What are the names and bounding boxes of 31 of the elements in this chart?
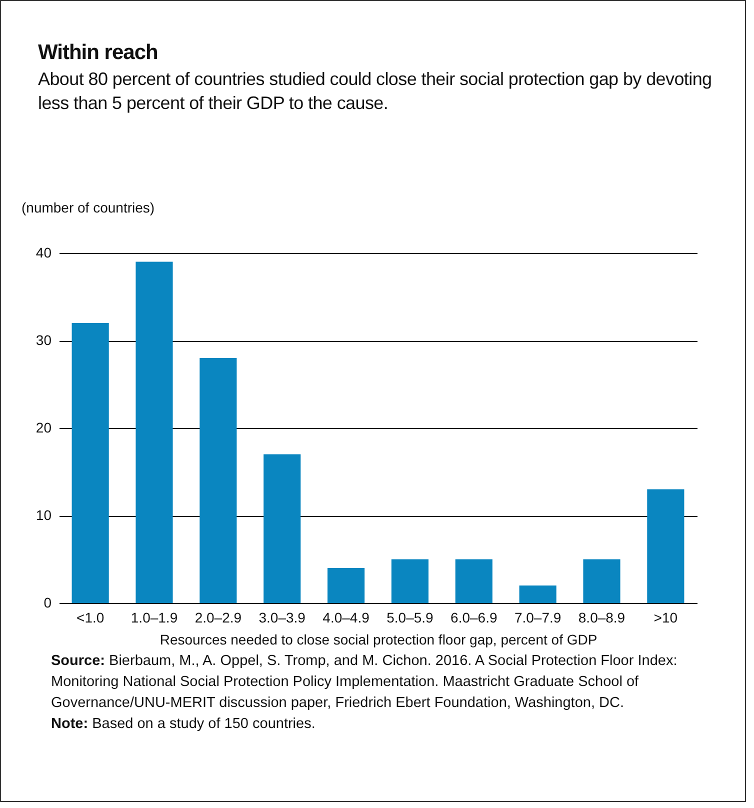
x-tick-label: 5.0–5.9 bbox=[386, 610, 434, 626]
x-axis-title: Resources needed to close social protection floor gap, percent of GDP bbox=[160, 632, 598, 648]
chart-subtitle: About 80 percent of countries studied could close their social protection gap by devoting less than 5 percent of their GDP to the cause. bbox=[38, 68, 713, 115]
source-note: Source: Bierbaum, M., A. Oppel, S. Tromp, and M. Cichon. 2016. A Social Protection Floor Index: Monitoring National Social Protection Policy Implementation. Maastricht Graduate School of Governance/UNU-MERIT discussion paper, Friedrich Ebert Foundation, Washington, DC. bbox=[51, 652, 678, 713]
x-tick-label: <1.0 bbox=[76, 610, 104, 626]
x-tick-label: >10 bbox=[654, 610, 678, 626]
x-tick-label: 1.0–1.9 bbox=[130, 610, 178, 626]
y-tick-label: 40 bbox=[36, 244, 52, 260]
x-tick-label: 4.0–4.9 bbox=[322, 610, 370, 626]
bar bbox=[647, 489, 684, 603]
y-tick-label: 0 bbox=[44, 594, 52, 610]
x-tick-label: 2.0–2.9 bbox=[194, 610, 242, 626]
x-tick-label: 7.0–7.9 bbox=[514, 610, 562, 626]
x-tick-label: 3.0–3.9 bbox=[258, 610, 306, 626]
text: Note: Based on a study of 150 countries. bbox=[51, 715, 316, 734]
bar bbox=[264, 454, 301, 603]
bar bbox=[200, 358, 237, 603]
x-tick-label: 6.0–6.9 bbox=[450, 610, 498, 626]
y-tick-label: 10 bbox=[36, 507, 52, 523]
y-tick-label: 30 bbox=[36, 332, 52, 348]
y-axis-title: (number of countries) bbox=[22, 200, 155, 216]
x-tick-label: 8.0–8.9 bbox=[578, 610, 626, 626]
bar bbox=[519, 586, 556, 603]
bar bbox=[136, 262, 173, 603]
bar bbox=[583, 559, 620, 603]
y-tick-label: 20 bbox=[36, 420, 52, 436]
bar bbox=[391, 559, 429, 603]
bar bbox=[72, 323, 109, 603]
bar bbox=[327, 568, 365, 603]
chart-title: Within reach bbox=[38, 41, 159, 65]
bar bbox=[455, 559, 492, 603]
